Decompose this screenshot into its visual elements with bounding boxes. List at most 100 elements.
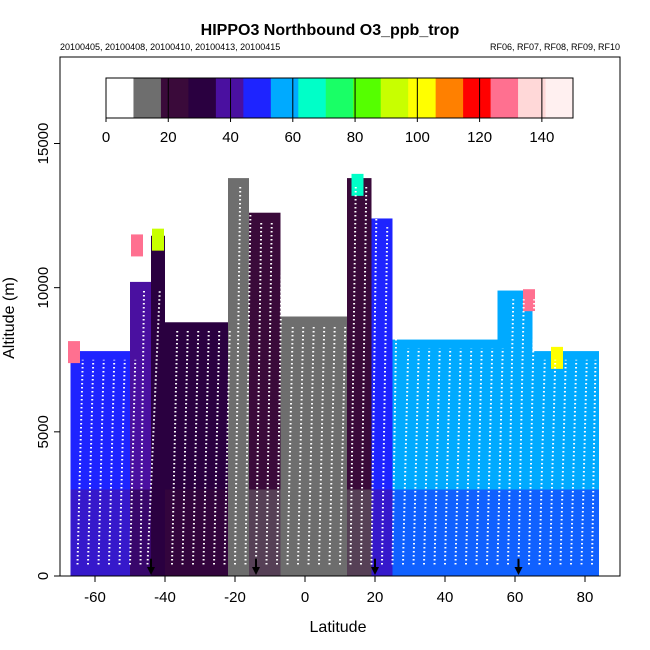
flight-track-segment xyxy=(465,348,473,565)
flight-track-segment xyxy=(433,348,441,565)
x-tick-label: 40 xyxy=(437,589,454,606)
flight-track-segment xyxy=(381,227,389,565)
heatmap-column xyxy=(371,218,393,576)
arrow-head xyxy=(371,567,379,575)
flight-track-segment xyxy=(412,348,420,565)
heatmap-lower-band xyxy=(532,489,599,576)
heatmap-lower-band xyxy=(249,489,281,576)
y-tick-label: 0 xyxy=(35,572,52,580)
colorbar-swatch xyxy=(160,78,189,118)
flight-track-segment xyxy=(139,290,145,565)
colorbar-swatch xyxy=(408,78,437,118)
flight-track-segment xyxy=(423,348,431,565)
colorbar: 0 20 40 60 80 100 120 140 xyxy=(102,77,574,146)
colorbar-swatch xyxy=(298,78,327,118)
heatmap-high-ozone-cell xyxy=(351,173,364,196)
x-tick-label: 60 xyxy=(507,589,524,606)
heatmap-lower-band xyxy=(130,489,151,576)
heatmap-lower-band xyxy=(165,489,228,576)
flight-track-segment xyxy=(517,299,525,565)
y-axis-label: Altitude (m) xyxy=(1,277,18,359)
x-axis-label: Latitude xyxy=(310,619,367,636)
y-axis: 0 5000 10000 15000 xyxy=(35,123,60,580)
colorbar-swatch xyxy=(545,78,574,118)
colorbar-swatch xyxy=(463,78,492,118)
flight-track-segment xyxy=(234,186,242,565)
colorbar-tick-label: 60 xyxy=(284,129,301,146)
heatmap-high-ozone-cell xyxy=(523,289,535,312)
colorbar-tick-label: 100 xyxy=(405,129,430,146)
colorbar-tick-label: 120 xyxy=(467,129,492,146)
plot-frame xyxy=(59,56,621,577)
chart-title: HIPPO3 Northbound O3_ppb_trop xyxy=(201,22,460,39)
colorbar-swatch xyxy=(380,78,409,118)
flight-track-segment xyxy=(444,348,452,565)
colorbar-swatch xyxy=(188,78,217,118)
arrow-head xyxy=(252,567,260,575)
heatmap-column xyxy=(228,178,249,576)
flight-track-segment xyxy=(475,348,483,565)
colorbar-swatch xyxy=(490,78,519,118)
heatmap-high-ozone-cell xyxy=(152,228,164,251)
flight-track-segment xyxy=(171,330,179,565)
y-tick-label: 10000 xyxy=(35,267,52,309)
heatmap-lower-band xyxy=(70,489,130,576)
heatmap-lower-band xyxy=(151,489,165,576)
x-tick-label: -60 xyxy=(84,589,106,606)
flight-track-segment xyxy=(146,290,161,565)
colorbar-tick-label: 40 xyxy=(222,129,239,146)
arrow-head xyxy=(147,567,155,575)
colorbar-swatch xyxy=(270,78,299,118)
colorbar-tick-label: 0 xyxy=(102,129,110,146)
subtitle-flights: RF06, RF07, RF08, RF09, RF10 xyxy=(490,42,620,52)
flight-track-segment xyxy=(276,221,284,565)
heatmap-lower-band xyxy=(392,489,498,576)
flight-track-segment xyxy=(213,330,221,565)
colorbar-tick-label: 80 xyxy=(347,129,364,146)
colorbar-tick-label: 140 xyxy=(529,129,554,146)
flight-track-segment xyxy=(360,186,368,565)
heatmap-lower-band xyxy=(371,489,393,576)
x-tick-label: 0 xyxy=(301,589,309,606)
x-tick-label: 20 xyxy=(367,589,384,606)
heatmap-lower-band xyxy=(228,489,249,576)
colorbar-swatch xyxy=(133,78,162,118)
flight-track-segment xyxy=(192,330,200,565)
flight-track-segment xyxy=(255,221,263,565)
track-arrows xyxy=(147,558,523,575)
colorbar-swatch xyxy=(215,78,244,118)
heatmap-lower-band xyxy=(497,489,533,576)
colorbar-swatch xyxy=(243,78,272,118)
x-tick-label: -20 xyxy=(224,589,246,606)
flight-track-segment xyxy=(265,221,273,565)
x-tick-label: 80 xyxy=(577,589,594,606)
colorbar-tick-label: 20 xyxy=(160,129,177,146)
colorbar-swatch xyxy=(435,78,464,118)
heatmap-lower-band xyxy=(280,489,347,576)
colorbar-swatch xyxy=(353,78,382,118)
y-tick-label: 15000 xyxy=(35,123,52,165)
flight-track-segment xyxy=(370,186,378,565)
subtitle-dates: 20100405, 20100408, 20100410, 20100413, … xyxy=(60,42,280,52)
flight-track-segment xyxy=(223,330,231,565)
heatmap-high-ozone-cell xyxy=(131,234,143,257)
flight-track-segment xyxy=(528,299,536,565)
x-axis: -60 -40 -20 0 20 40 60 80 xyxy=(84,576,593,606)
flight-track-segment xyxy=(181,330,189,565)
flight-track-segment xyxy=(486,348,494,565)
y-tick-label: 5000 xyxy=(35,415,52,448)
x-tick-label: -40 xyxy=(154,589,176,606)
arrow-head xyxy=(514,567,523,575)
colorbar-swatch xyxy=(106,78,134,118)
flight-track-segment xyxy=(202,330,210,565)
flight-track-segment xyxy=(349,186,357,565)
heatmap-high-ozone-cell xyxy=(68,341,80,364)
flight-track-segment xyxy=(402,348,410,565)
heatmap-layer xyxy=(68,173,599,576)
flight-track-segment xyxy=(244,186,252,565)
colorbar-swatch xyxy=(325,78,354,118)
heatmap-high-ozone-cell xyxy=(551,346,563,369)
flight-track-segment xyxy=(496,348,504,565)
flight-track-segment xyxy=(507,299,515,565)
